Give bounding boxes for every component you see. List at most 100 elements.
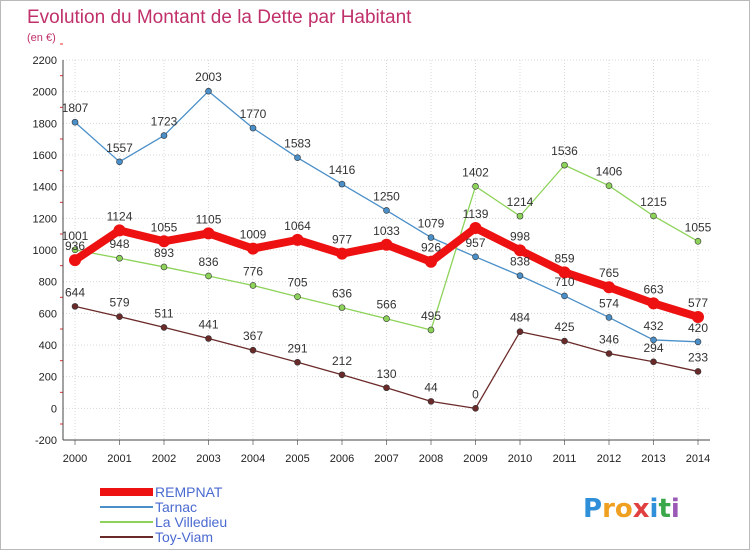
data-label: 1055	[151, 220, 178, 234]
data-label: 1064	[284, 219, 311, 233]
data-label: 998	[510, 229, 530, 243]
data-label: 1807	[62, 101, 89, 115]
series-point-1	[71, 246, 79, 254]
series-point-2	[116, 313, 123, 320]
y-tick-label: 1200	[33, 213, 57, 225]
x-tick-label: 2000	[63, 453, 87, 465]
legend-label: Tarnac	[155, 499, 197, 515]
x-tick-label: 2010	[508, 453, 532, 465]
series-point-1	[338, 304, 346, 311]
logo-letter: i	[650, 494, 659, 524]
axes: -200 0 200 400 600 800 1000 1200 1400 1600 1800 200…	[33, 43, 710, 465]
series-lines	[69, 87, 704, 412]
series-point-3	[158, 235, 170, 248]
x-tick-label: 2009	[463, 453, 487, 465]
y-tick-label: 400	[39, 340, 57, 352]
x-tick-label: 2012	[597, 453, 621, 465]
x-tick-label: 2004	[241, 453, 265, 465]
series-point-2	[427, 398, 435, 405]
series-point-1	[561, 161, 568, 169]
series-point-1	[516, 212, 524, 220]
series-point-2	[694, 368, 702, 375]
y-tick-label: 2200	[33, 55, 57, 67]
series-point-1	[472, 183, 479, 190]
y-tick-label: 1400	[33, 182, 57, 194]
series-point-1	[249, 282, 257, 289]
data-label: 776	[243, 264, 263, 278]
data-label: 1124	[107, 209, 133, 223]
y-tick-label: 1800	[33, 118, 57, 130]
legend-label: Toy-Viam	[155, 529, 213, 545]
data-label: 1214	[507, 195, 534, 209]
series-point-3	[603, 281, 615, 294]
data-label: 2003	[195, 70, 222, 84]
series-point-2	[160, 324, 168, 331]
x-tick-label: 2011	[553, 453, 577, 465]
series-point-3	[425, 255, 437, 268]
data-label: 1536	[551, 144, 578, 158]
data-label: 44	[424, 380, 438, 394]
x-tick-label: 2003	[196, 453, 220, 465]
x-tick-label: 2006	[330, 453, 354, 465]
series-point-0	[160, 132, 168, 139]
data-label: 1001	[62, 229, 89, 243]
series-point-3	[692, 310, 704, 323]
series-point-0	[71, 118, 79, 126]
data-label: 233	[688, 350, 708, 364]
data-label: 926	[421, 241, 441, 255]
x-tick-label: 2014	[686, 453, 710, 465]
data-label: 346	[599, 333, 619, 347]
series-point-0	[294, 154, 301, 161]
series-point-0	[338, 180, 346, 188]
series-point-1	[605, 182, 613, 190]
data-label: 420	[688, 321, 708, 335]
data-label: 1139	[463, 207, 489, 221]
data-label: 1723	[151, 115, 178, 129]
data-label: 1033	[373, 224, 400, 238]
data-label: 441	[198, 318, 218, 332]
chart-subtitle: (en €)	[27, 32, 56, 44]
data-label: 511	[154, 306, 173, 320]
data-label: 893	[154, 246, 174, 260]
data-label: 1250	[373, 189, 400, 203]
series-point-1	[383, 315, 390, 323]
series-point-2	[249, 346, 257, 354]
series-point-1	[694, 237, 702, 245]
series-point-0	[605, 314, 613, 321]
logo-letter: t	[658, 494, 670, 524]
series-point-3	[291, 233, 304, 246]
data-label: 636	[332, 287, 352, 301]
x-tick-label: 2005	[285, 453, 309, 465]
series-point-1	[294, 293, 301, 301]
series-point-3	[380, 238, 393, 251]
data-label: 294	[643, 341, 663, 355]
x-tick-label: 2008	[419, 453, 443, 465]
data-label: 212	[332, 354, 352, 368]
data-label: 1406	[596, 165, 623, 179]
series-point-3	[113, 224, 126, 237]
data-label: 484	[510, 311, 530, 325]
y-tick-label: -200	[35, 435, 57, 447]
data-label: 1402	[462, 165, 489, 179]
data-label: 574	[599, 296, 619, 310]
series-point-2	[383, 384, 390, 392]
logo-letter: i	[671, 494, 680, 524]
data-label: 1105	[196, 212, 222, 226]
legend-label: La Villedieu	[155, 514, 227, 530]
y-tick-label: 800	[39, 277, 57, 289]
series-point-1	[427, 326, 435, 334]
logo-letter: o	[615, 494, 633, 524]
y-tick-label: 0	[51, 403, 57, 415]
series-point-0	[383, 207, 390, 214]
series-point-2	[205, 335, 212, 342]
series-point-3	[202, 227, 215, 240]
data-label: 859	[554, 251, 574, 265]
series-point-0	[427, 234, 435, 241]
data-label: 1583	[284, 137, 311, 151]
data-label: 948	[109, 237, 129, 251]
data-label: 1416	[329, 163, 356, 177]
chart-title: Evolution du Montant de la Dette par Hab…	[27, 7, 412, 28]
data-label: 710	[554, 275, 574, 289]
